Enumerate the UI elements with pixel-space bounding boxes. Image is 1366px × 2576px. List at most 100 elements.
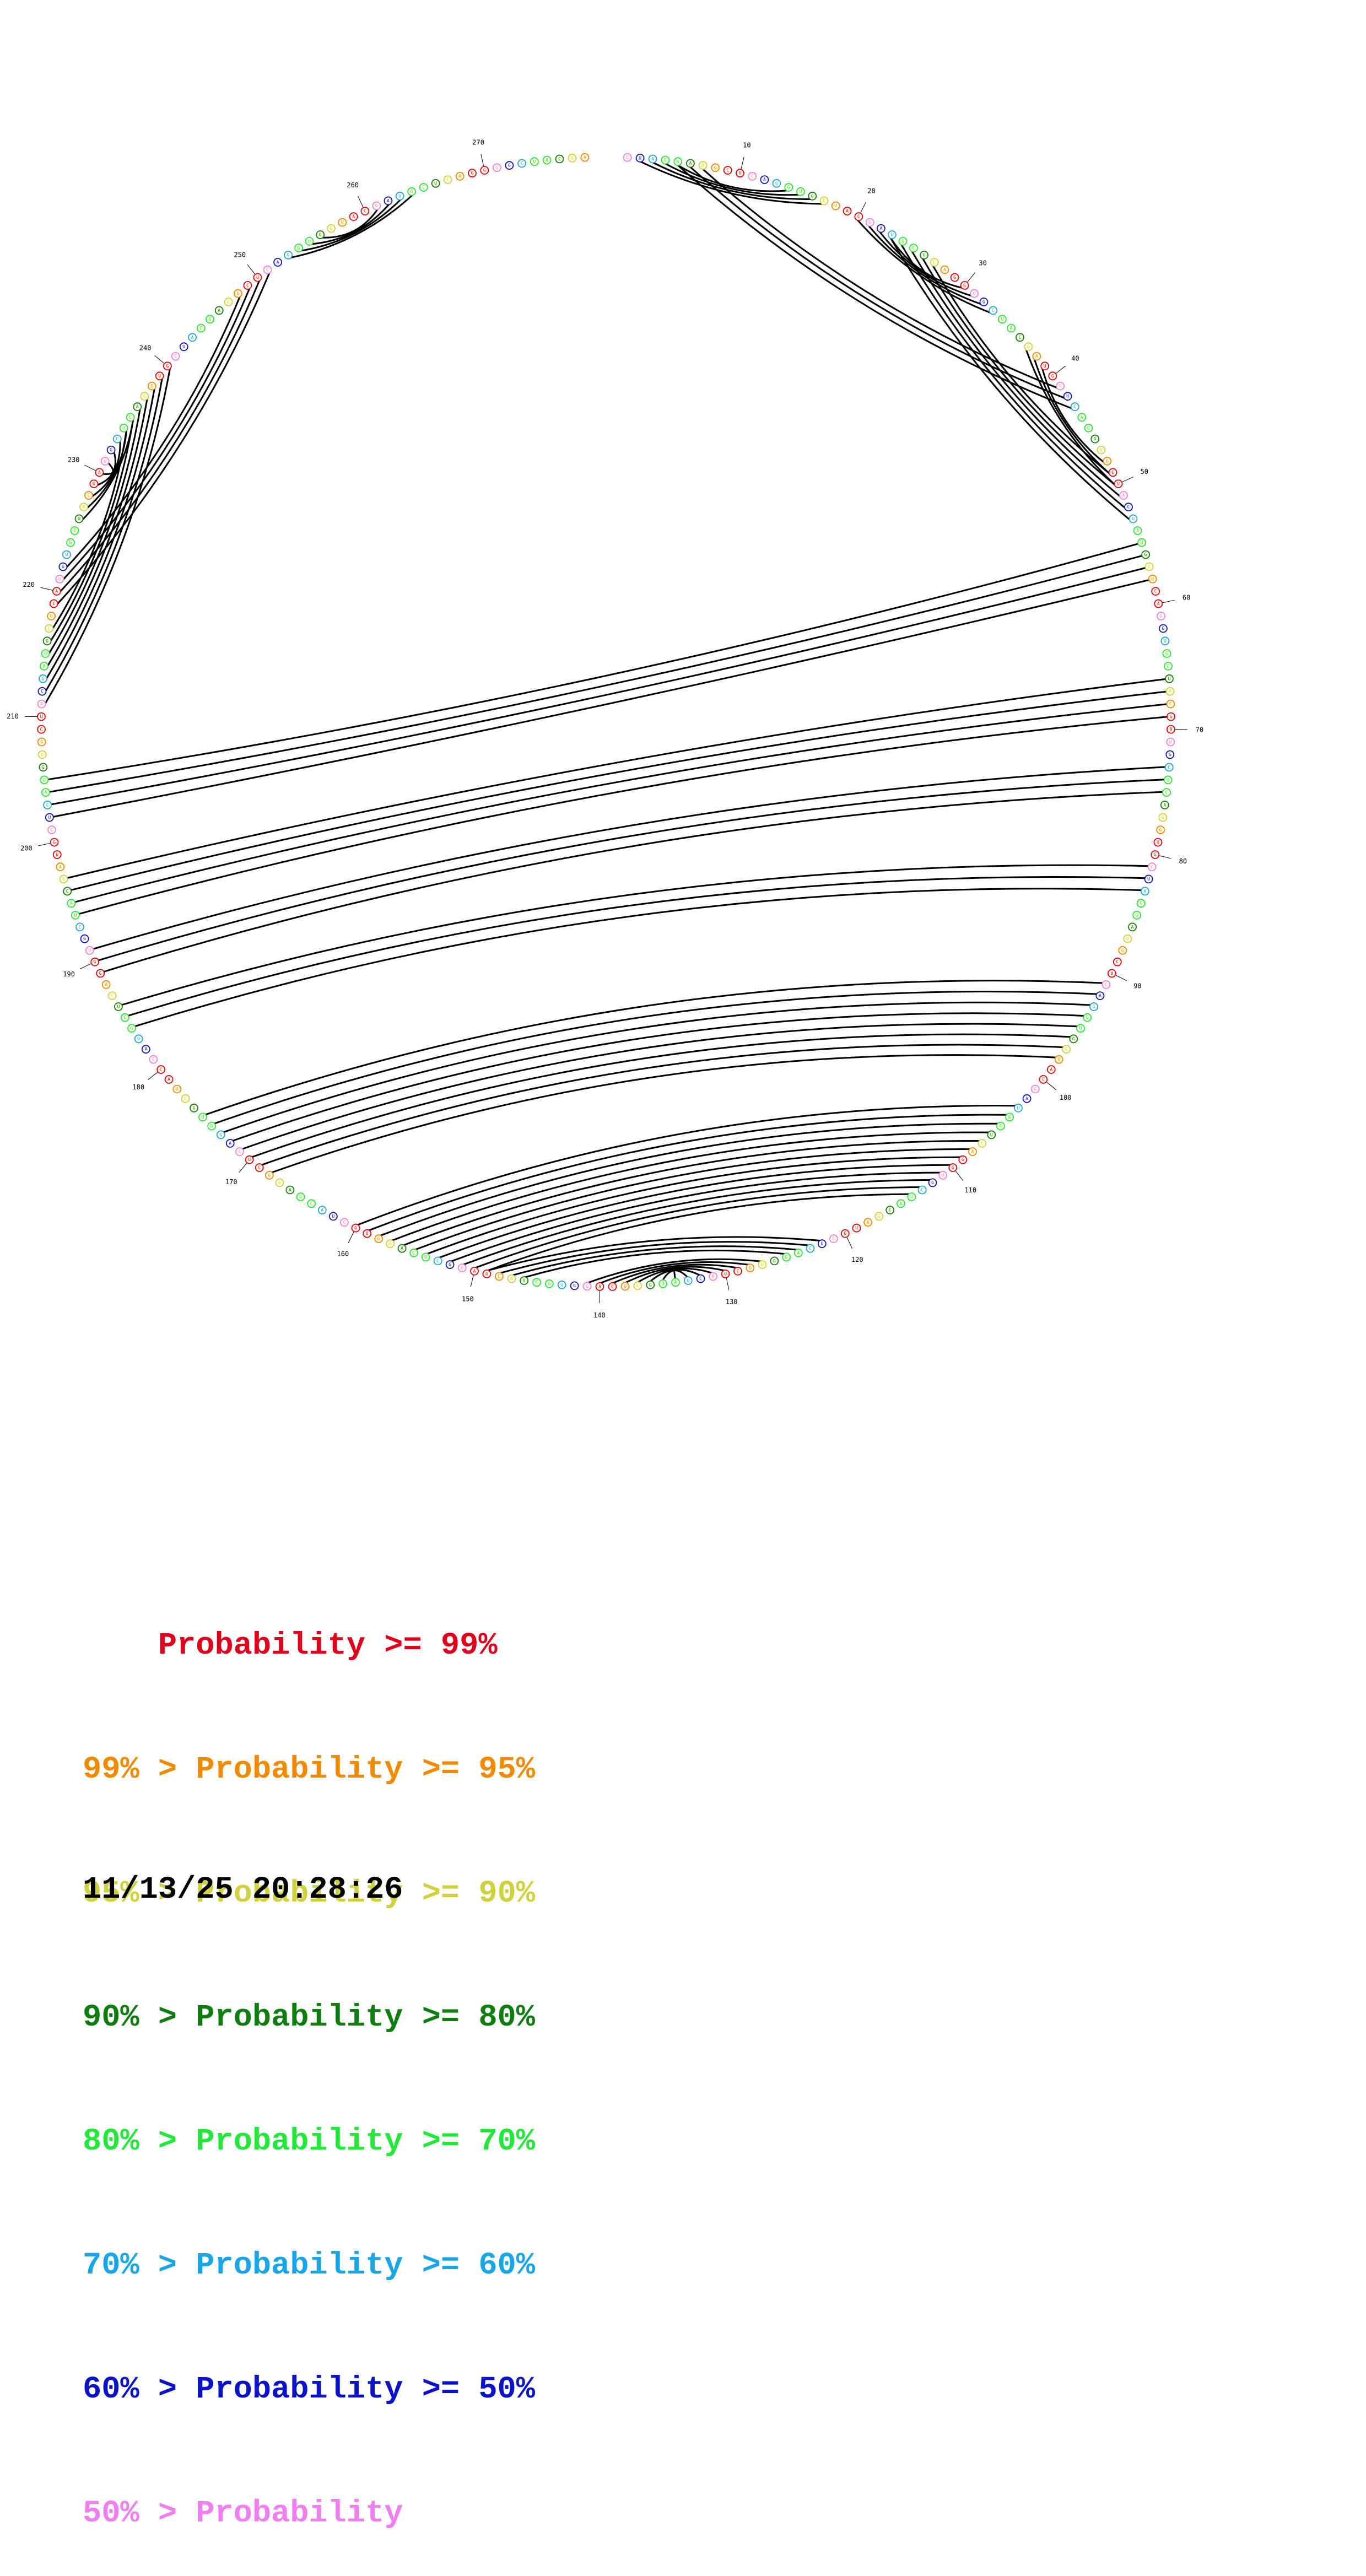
base-pair-arc	[79, 717, 1168, 914]
base-pair-arc	[703, 169, 1058, 388]
nucleotide-letter: C	[999, 1124, 1002, 1128]
nucleotide-letter: U	[227, 299, 230, 304]
nucleotide-letter: G	[1159, 828, 1162, 833]
nucleotide-letter: G	[1086, 1015, 1089, 1020]
nucleotide-letter: C	[40, 727, 43, 732]
nucleotide-letter: C	[199, 326, 202, 331]
nucleotide-letter: U	[990, 1132, 993, 1137]
nucleotide-letter: U	[332, 1214, 334, 1219]
nucleotide-letter: C	[992, 308, 995, 313]
nucleotide-letter: C	[50, 828, 53, 833]
legend-prefix: 99% >	[83, 1752, 196, 1787]
nucleotide-letter: G	[982, 299, 985, 304]
nucleotide-letter: A	[144, 1047, 147, 1052]
nucleotide-letter: C	[889, 1208, 892, 1213]
nucleotide-letter: C	[73, 528, 76, 533]
nucleotide-letter: G	[69, 540, 72, 545]
base-pair-arc	[49, 555, 1142, 792]
legend-row-6: 70% > Probability >= 60%	[83, 2245, 535, 2287]
nucleotide-letter: U	[117, 1005, 120, 1009]
nucleotide-letter: U	[104, 458, 106, 463]
nucleotide-letter: C	[422, 185, 425, 190]
nucleotide-letter: G	[46, 639, 48, 644]
nucleotide-letter: C	[1073, 404, 1076, 409]
nucleotide-letter: C	[1116, 959, 1119, 964]
nucleotide-letter: G	[94, 959, 96, 964]
nucleotide-letter: A	[1169, 727, 1172, 732]
legend-prefix: 70% >	[83, 2248, 196, 2283]
nucleotide-letter: C	[1127, 505, 1130, 510]
legend-text: Probability >= 70%	[196, 2124, 535, 2159]
nucleotide-letter: G	[152, 1057, 155, 1062]
nucleotide-letter: A	[1099, 993, 1102, 998]
legend-row-8: 50% > Probability	[83, 2493, 535, 2535]
nucleotide-letter: C	[48, 626, 51, 631]
nucleotide-letter: U	[398, 193, 401, 198]
tick-label: 10	[743, 142, 751, 149]
base-pair-arc	[403, 1141, 980, 1245]
nucleotide-letter: U	[1057, 1057, 1060, 1062]
nucleotide-letter: A	[899, 1201, 902, 1206]
nucleotide-letter: A	[40, 701, 43, 706]
nucleotide-letter: G	[1165, 651, 1168, 656]
nucleotide-letter: U	[1017, 1105, 1020, 1110]
nucleotide-letter: U	[820, 1241, 823, 1246]
nucleotide-letter: G	[1162, 815, 1164, 820]
nucleotide-letter: G	[749, 1266, 752, 1271]
nucleotide-letter: C	[809, 1246, 812, 1251]
nucleotide-letter: G	[508, 163, 511, 168]
nucleotide-letter: U	[1066, 394, 1069, 399]
nucleotide-letter: G	[389, 1241, 392, 1246]
tick-label: 40	[1071, 355, 1079, 363]
nucleotide-letter: G	[1154, 852, 1157, 857]
nucleotide-letter: G	[193, 1105, 196, 1110]
nucleotide-letter: U	[1169, 739, 1172, 744]
nucleotide-letter: U	[973, 291, 976, 296]
nucleotide-letter: U	[65, 552, 68, 557]
tick-label: 130	[726, 1298, 738, 1306]
nucleotide-letter: A	[55, 589, 58, 594]
nucleotide-letter: C	[79, 925, 82, 930]
tick-line	[481, 154, 484, 166]
tick-label: 150	[462, 1295, 474, 1303]
nucleotide-letter: G	[878, 1214, 881, 1219]
nucleotide-letter: C	[1018, 335, 1021, 340]
tick-label: 170	[225, 1178, 237, 1186]
tick-label: 70	[1196, 726, 1203, 733]
tick-line	[239, 1163, 247, 1173]
nucleotide-letter: C	[436, 1259, 439, 1263]
nucleotide-letter: G	[471, 171, 474, 176]
nucleotide-letter: U	[182, 344, 185, 349]
base-pair-arc	[463, 1180, 931, 1265]
tick-label: 60	[1183, 594, 1190, 602]
tick-label: 80	[1179, 857, 1187, 865]
nucleotide-letter: U	[910, 1195, 913, 1200]
nucleotide-letter: A	[191, 335, 194, 340]
tick-line	[41, 587, 52, 590]
nucleotide-letter: U	[434, 181, 437, 186]
nucleotide-letter: A	[651, 156, 654, 161]
nucleotide-letter: A	[289, 1187, 291, 1192]
nucleotide-letter: A	[473, 1268, 476, 1273]
nucleotide-letter: G	[42, 765, 45, 770]
base-pair-arc	[427, 1157, 961, 1254]
nucleotide-letter: U	[739, 171, 742, 176]
tick-line	[1056, 366, 1066, 373]
nucleotide-letter: A	[43, 663, 46, 668]
nucleotide-letter: G	[1132, 516, 1135, 521]
nucleotide-letter: A	[401, 1246, 403, 1251]
nucleotide-letter: A	[1169, 689, 1171, 694]
nucleotide-letter: U	[341, 220, 344, 225]
nucleotide-letter: C	[832, 1236, 835, 1241]
nucleotide-letter: A	[1122, 493, 1125, 498]
nucleotide-letter: U	[201, 1115, 204, 1120]
nucleotide-letter: G	[53, 840, 56, 845]
nucleotide-letter: C	[536, 1280, 538, 1285]
nucleotide-letter: U	[461, 1266, 463, 1271]
nucleotide-letter: G	[787, 185, 790, 190]
nucleotide-letter: G	[1136, 912, 1138, 917]
tick-line	[861, 202, 866, 213]
legend-row-2: 99% > Probability >= 95%	[83, 1749, 535, 1791]
nucleotide-letter: G	[1034, 1087, 1036, 1092]
nucleotide-letter: C	[636, 1283, 639, 1288]
